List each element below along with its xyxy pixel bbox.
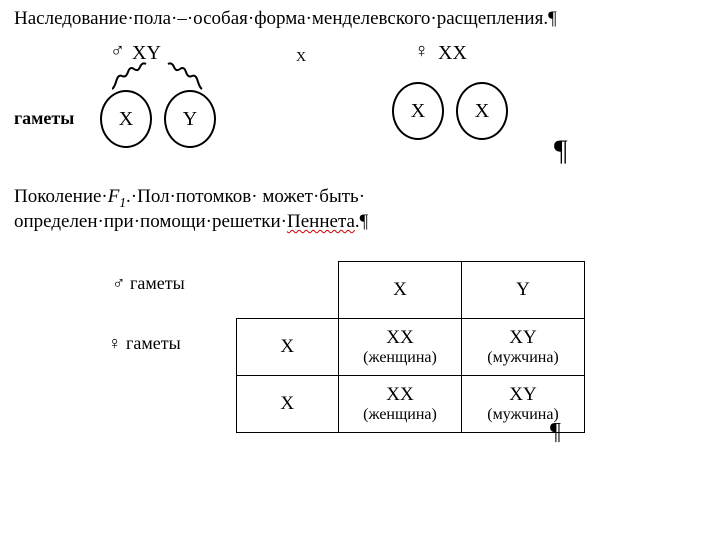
cell-pheno: (женщина) xyxy=(345,406,455,424)
col-head: X xyxy=(339,261,462,318)
gamete-letter: Y xyxy=(183,108,197,131)
punnett-cell: XX (женщина) xyxy=(339,375,462,432)
f1-letter: F xyxy=(108,186,120,207)
female-genotype: XX xyxy=(438,42,467,65)
cell-geno: XX xyxy=(345,384,455,406)
squiggle-icon xyxy=(166,62,204,90)
f1: F1 xyxy=(108,186,126,207)
gamete-letter: X xyxy=(411,100,425,123)
cell-geno: XY xyxy=(468,384,578,406)
female-gamete-1: X xyxy=(392,82,444,140)
cross-symbol: X xyxy=(296,50,306,66)
cross-diagram: ♂ XY X Y X ♀ XX X X гаметы ¶ xyxy=(14,34,706,184)
punnett-cell: XX (женщина) xyxy=(339,318,462,375)
pennet-word: Пеннета xyxy=(287,211,355,232)
punnett-wrap: ♂ гаметы ♀ гаметы X Y X XX (женщина) XY xyxy=(94,261,706,433)
blank-cell xyxy=(236,261,339,318)
male-symbol: ♂ xyxy=(110,40,125,63)
cell-geno: XY xyxy=(468,327,578,349)
female-symbol-icon: ♀ xyxy=(108,333,122,353)
cell-pheno: (мужчина) xyxy=(468,406,578,424)
line2-end: .¶ xyxy=(355,211,368,232)
male-symbol-icon: ♂ xyxy=(112,273,126,293)
col-head: Y xyxy=(462,261,585,318)
line-f1: Поколение·F1.·Пол·потомков· может·быть· … xyxy=(14,186,706,233)
pilcrow-large: ¶ xyxy=(554,134,568,168)
cell-pheno: (мужчина) xyxy=(468,349,578,367)
row-head: X xyxy=(236,375,339,432)
male-gamete-1: X xyxy=(100,90,152,148)
blank-cell xyxy=(94,375,236,432)
table-row: X XX (женщина) XY (мужчина) xyxy=(94,375,585,432)
female-label-text: гаметы xyxy=(126,333,181,353)
pilcrow-after-table: ¶ xyxy=(550,419,561,446)
punnett-cell: XY (мужчина) xyxy=(462,375,585,432)
line2-pre: Поколение· xyxy=(14,186,108,207)
female-symbol: ♀ xyxy=(414,40,429,63)
cell-pheno: (женщина) xyxy=(345,349,455,367)
female-gamete-2: X xyxy=(456,82,508,140)
male-label-text: гаметы xyxy=(130,273,185,293)
title-line: Наследование·пола·–·особая·форма·менделе… xyxy=(14,8,706,30)
gametes-label: гаметы xyxy=(14,108,74,129)
male-gamete-2: Y xyxy=(164,90,216,148)
punnett-female-label: ♀ гаметы xyxy=(108,333,181,354)
cell-geno: XX xyxy=(345,327,455,349)
squiggle-icon xyxy=(112,62,150,90)
punnett-cell: XY (мужчина) xyxy=(462,318,585,375)
punnett-male-label: ♂ гаметы xyxy=(112,273,185,294)
gamete-letter: X xyxy=(475,100,489,123)
row-head: X xyxy=(236,318,339,375)
gamete-letter: X xyxy=(119,108,133,131)
